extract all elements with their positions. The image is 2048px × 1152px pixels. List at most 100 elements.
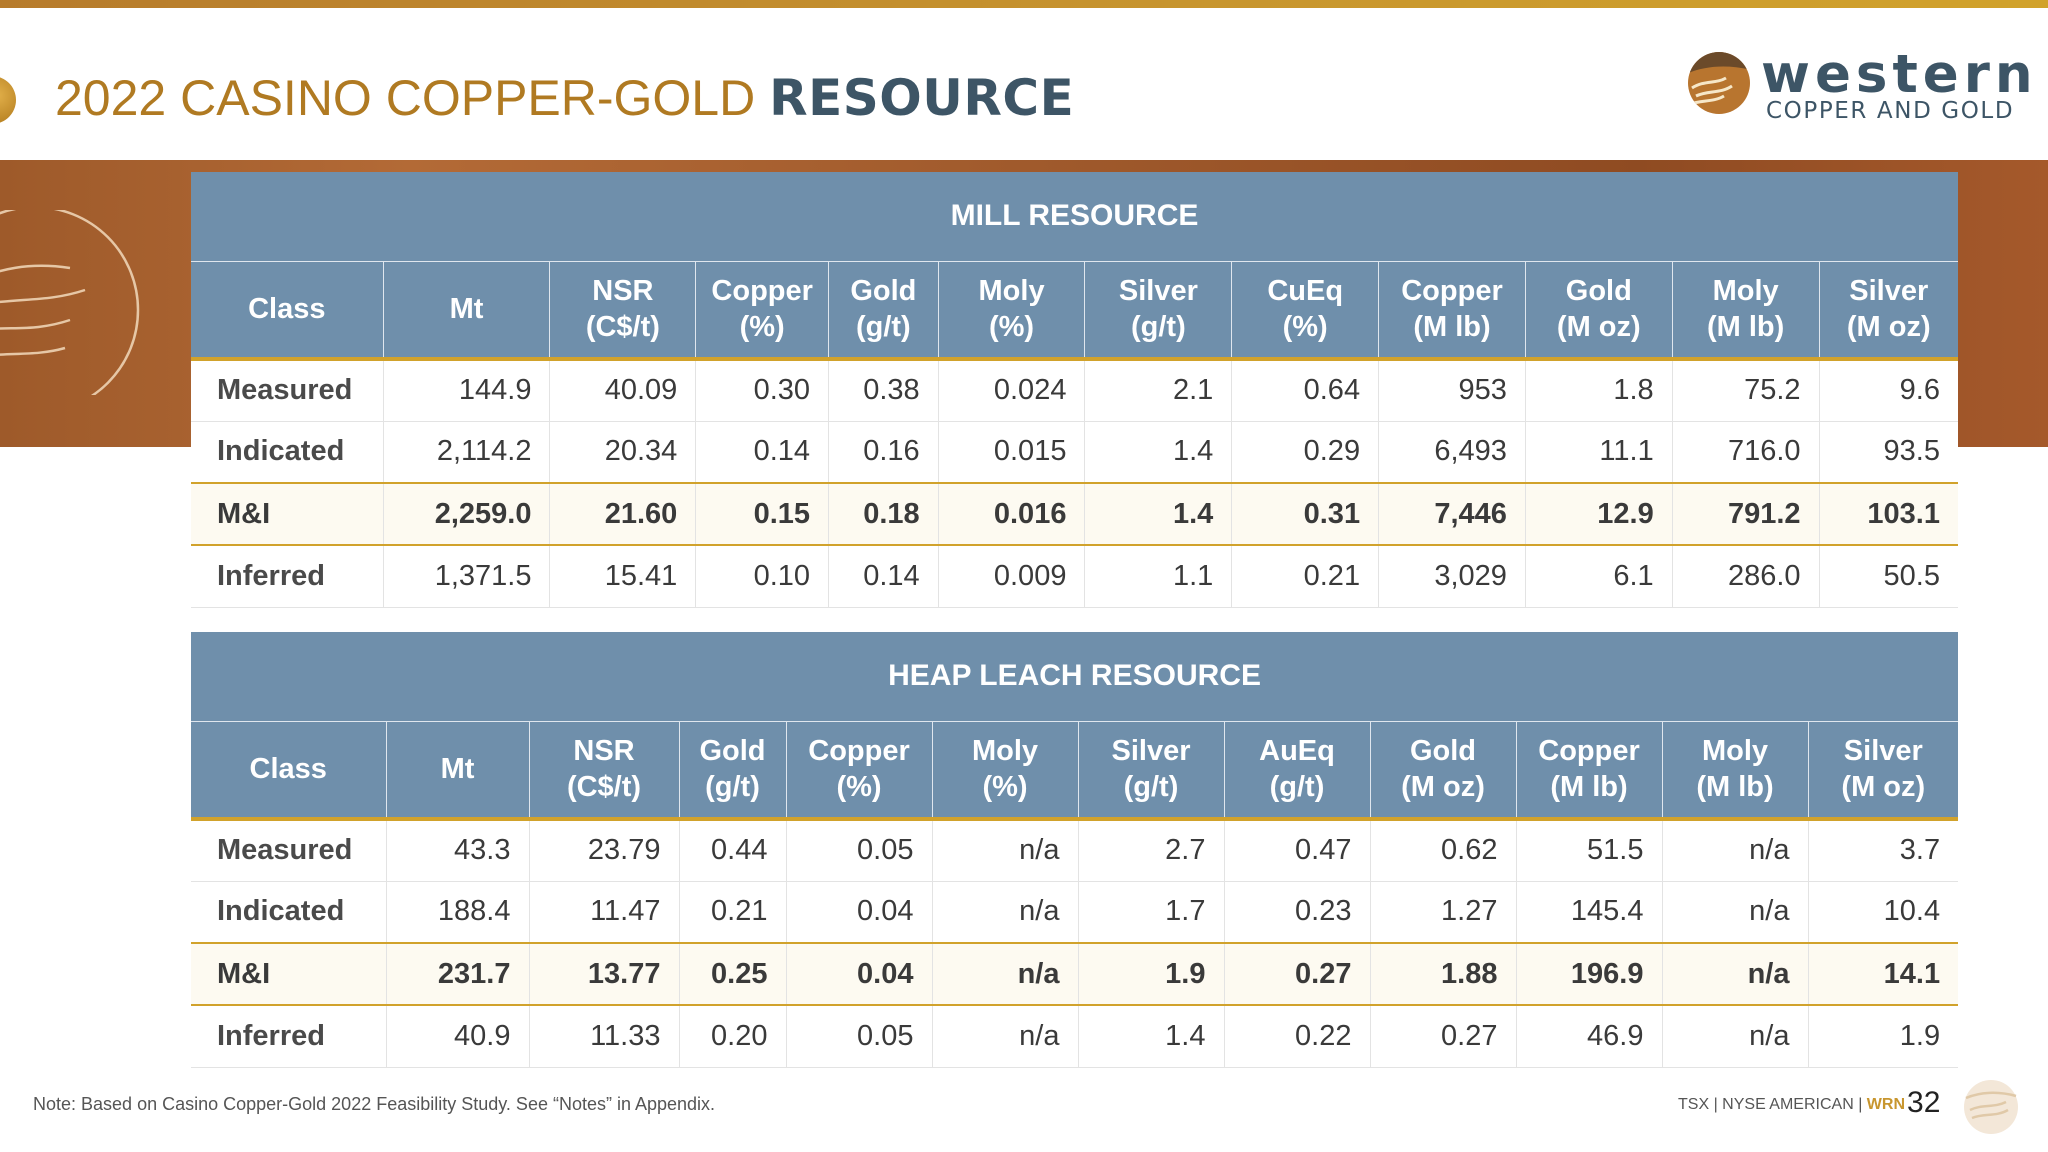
table-cell: 0.27 (1223, 943, 1370, 1006)
heap-col-header: AuEq (g/t) (1223, 721, 1370, 821)
table-cell: 0.47 (1223, 819, 1370, 882)
table-cell: 0.18 (828, 483, 939, 546)
table-row: Indicated 2,114.2 20.34 0.14 0.16 0.015 1.4 0.2… (191, 421, 1958, 484)
header-unit: (M oz) (1401, 771, 1485, 804)
header-label: Silver (1111, 735, 1191, 768)
table-cell: 14.1 (1807, 943, 1959, 1006)
table-cell: 43.3 (385, 819, 529, 882)
header-unit: (g/t) (1269, 771, 1325, 804)
header-unit: (%) (739, 311, 785, 344)
table-row: Measured 43.3 23.79 0.44 0.05 n/a 2.7 0.47 0.62 5… (191, 819, 1959, 882)
table-cell: 0.16 (828, 421, 939, 484)
mill-col-header: NSR (C$/t) (549, 261, 696, 361)
header-label: Gold (699, 735, 766, 768)
row-class-label: Inferred (191, 1005, 386, 1068)
header-label: Silver (1118, 275, 1198, 308)
table-cell: 0.016 (937, 483, 1085, 546)
table-cell: 40.9 (385, 1005, 529, 1068)
table-cell: 0.14 (695, 421, 829, 484)
title-regular: 2022 CASINO COPPER-GOLD (55, 70, 770, 126)
table-cell: 0.20 (678, 1005, 786, 1068)
table-cell: 1.88 (1369, 943, 1516, 1006)
background-emblem-icon (0, 210, 140, 395)
row-class-label: Measured (191, 819, 386, 882)
table-cell: 0.024 (937, 359, 1085, 422)
header-label: Silver (1849, 275, 1929, 308)
header-unit: (M oz) (1556, 311, 1641, 344)
header-label: Silver (1843, 735, 1923, 768)
heap-header-row: Class Mt NSR (C$/t) Gold (g/t) Copper (%) Moly (%… (191, 721, 1959, 821)
heap-col-header: Copper (M lb) (1515, 721, 1662, 821)
table-cell: 0.31 (1231, 483, 1379, 546)
table-cell: 0.30 (695, 359, 829, 422)
table-row: Measured 144.9 40.09 0.30 0.38 0.024 2.1 0.64 95… (191, 359, 1958, 422)
table-cell: 2,114.2 (382, 421, 550, 484)
header-label: Gold (1409, 735, 1477, 768)
table-cell: 46.9 (1515, 1005, 1662, 1068)
table-cell: 1.7 (1077, 881, 1224, 944)
header-unit: (M lb) (1413, 311, 1491, 344)
row-class-label: Measured (191, 359, 384, 422)
table-cell: 953 (1378, 359, 1526, 422)
mill-col-header: Copper (M lb) (1378, 261, 1526, 361)
table-cell: 0.44 (678, 819, 786, 882)
table-cell: 0.21 (1231, 545, 1379, 608)
table-cell: 0.05 (785, 819, 932, 882)
heap-col-header: Silver (g/t) (1077, 721, 1224, 821)
table-cell: 1,371.5 (382, 545, 550, 608)
table-cell: 144.9 (382, 359, 550, 422)
row-class-label: Inferred (191, 545, 384, 608)
table-cell: 0.009 (937, 545, 1085, 608)
table-cell: 1.4 (1084, 421, 1232, 484)
table-cell: n/a (1661, 943, 1808, 1006)
table-cell: 0.015 (937, 421, 1085, 484)
table-cell: 2.1 (1084, 359, 1232, 422)
company-logo: western COPPER AND GOLD (1686, 44, 2033, 130)
header-label: NSR (592, 275, 654, 308)
heap-col-header: Mt (385, 721, 529, 821)
table-cell: 6,493 (1378, 421, 1526, 484)
table-row: Inferred 1,371.5 15.41 0.10 0.14 0.009 1.1 0.21… (191, 545, 1958, 608)
table-cell: 0.64 (1231, 359, 1379, 422)
table-cell: 3,029 (1378, 545, 1526, 608)
table-cell: 196.9 (1515, 943, 1662, 1006)
table-cell: 50.5 (1818, 545, 1958, 608)
table-cell: 231.7 (385, 943, 529, 1006)
header-unit: (M oz) (1846, 311, 1931, 344)
table-cell: 1.9 (1807, 1005, 1959, 1068)
header-label: Moly (1701, 735, 1769, 768)
header-label: Mt (440, 753, 475, 786)
header-unit: (C$/t) (585, 311, 660, 344)
ticker-symbol: WRN (1866, 1096, 1906, 1113)
table-cell: 11.33 (528, 1005, 679, 1068)
table-cell: 13.77 (528, 943, 679, 1006)
header-label: Copper (1538, 735, 1640, 768)
page-title: 2022 CASINO COPPER-GOLD RESOURCE (55, 68, 1074, 128)
header-label: Class (248, 293, 326, 326)
footer-emblem-icon (1964, 1080, 2018, 1134)
mill-header-row: Class Mt NSR (C$/t) Copper (%) Gold (g/t) Moly (%… (191, 261, 1958, 361)
table-cell: 0.25 (678, 943, 786, 1006)
table-cell: 23.79 (528, 819, 679, 882)
exchange-list: TSX | NYSE AMERICAN | (1678, 1096, 1867, 1113)
table-cell: 0.22 (1223, 1005, 1370, 1068)
header-label: Copper (808, 735, 910, 768)
table-cell: 1.1 (1084, 545, 1232, 608)
heap-table-title: HEAP LEACH RESOURCE (191, 632, 1959, 722)
table-cell: 0.27 (1369, 1005, 1516, 1068)
header-unit: (%) (988, 311, 1035, 344)
table-cell: 1.27 (1369, 881, 1516, 944)
table-cell: 145.4 (1515, 881, 1662, 944)
mill-col-header: CuEq (%) (1231, 261, 1379, 361)
mill-col-header: Gold (M oz) (1524, 261, 1673, 361)
header-unit: (%) (982, 771, 1028, 804)
header-unit: (g/t) (705, 771, 760, 804)
row-class-label: Indicated (191, 881, 386, 944)
header-label: Moly (971, 735, 1039, 768)
mill-table-title: MILL RESOURCE (191, 172, 1958, 262)
table-cell: 188.4 (385, 881, 529, 944)
table-cell: 7,446 (1378, 483, 1526, 546)
page-number: 32 (1907, 1086, 1941, 1119)
table-cell: 0.05 (785, 1005, 932, 1068)
footer-ticker-area: TSX | NYSE AMERICAN | WRN32 (1678, 1086, 1941, 1119)
